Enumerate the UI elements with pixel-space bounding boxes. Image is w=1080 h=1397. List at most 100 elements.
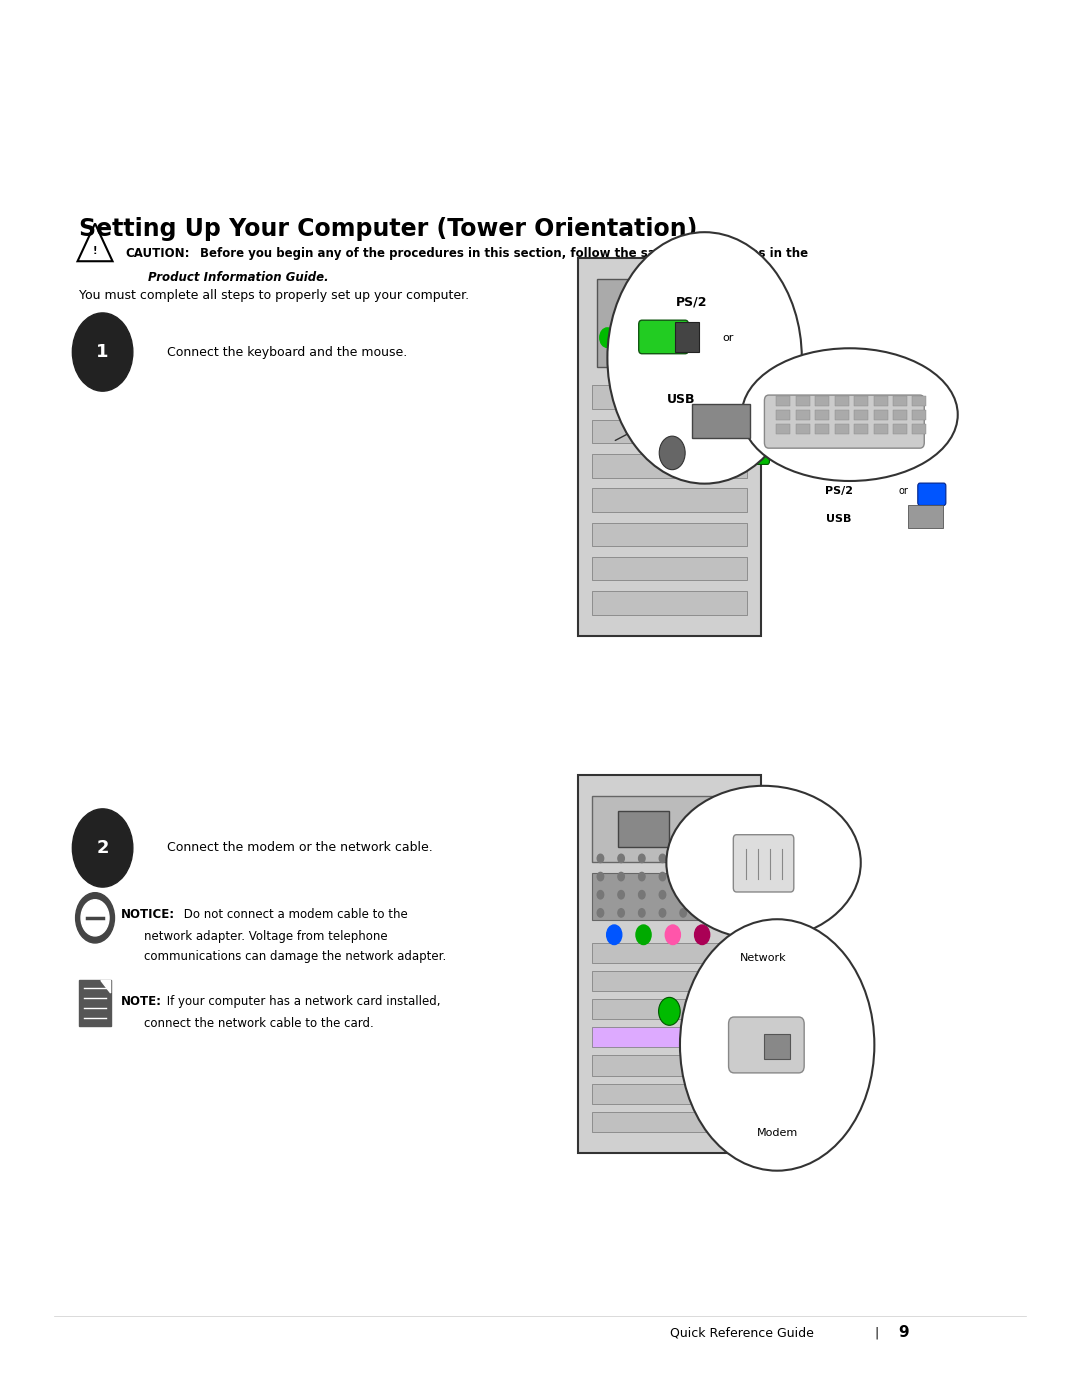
FancyBboxPatch shape	[777, 411, 791, 420]
Circle shape	[659, 872, 665, 880]
FancyBboxPatch shape	[874, 411, 888, 420]
Circle shape	[667, 328, 683, 348]
Circle shape	[597, 872, 604, 880]
Text: |: |	[875, 1326, 879, 1340]
Circle shape	[597, 854, 604, 862]
Text: 2: 2	[96, 840, 109, 856]
Circle shape	[721, 854, 728, 862]
FancyBboxPatch shape	[835, 397, 849, 407]
FancyBboxPatch shape	[815, 411, 829, 420]
Circle shape	[638, 908, 645, 916]
Text: or: or	[723, 334, 734, 344]
FancyBboxPatch shape	[765, 1034, 791, 1059]
Circle shape	[694, 925, 710, 944]
FancyBboxPatch shape	[592, 796, 747, 862]
FancyBboxPatch shape	[592, 873, 747, 921]
Text: 9: 9	[899, 1326, 909, 1340]
Circle shape	[721, 908, 728, 916]
Circle shape	[638, 872, 645, 880]
Text: NOTE:: NOTE:	[121, 995, 162, 1007]
FancyBboxPatch shape	[592, 488, 747, 511]
FancyBboxPatch shape	[854, 397, 868, 407]
FancyBboxPatch shape	[913, 411, 927, 420]
Ellipse shape	[742, 348, 958, 481]
Text: USB: USB	[666, 394, 696, 407]
FancyBboxPatch shape	[732, 888, 767, 911]
FancyBboxPatch shape	[918, 483, 946, 506]
Circle shape	[638, 854, 645, 862]
Circle shape	[72, 313, 133, 391]
Text: or: or	[899, 486, 908, 496]
Circle shape	[645, 328, 660, 348]
FancyBboxPatch shape	[592, 1084, 747, 1104]
Circle shape	[680, 908, 687, 916]
FancyBboxPatch shape	[592, 522, 747, 546]
Circle shape	[701, 890, 707, 898]
Circle shape	[659, 997, 680, 1025]
Circle shape	[618, 890, 624, 898]
FancyBboxPatch shape	[80, 981, 110, 1025]
Text: network adapter. Voltage from telephone: network adapter. Voltage from telephone	[144, 930, 388, 943]
Text: Setting Up Your Computer (Tower Orientation): Setting Up Your Computer (Tower Orientat…	[79, 217, 698, 240]
FancyBboxPatch shape	[796, 425, 810, 434]
Circle shape	[689, 328, 704, 348]
Text: USB: USB	[826, 514, 852, 524]
Circle shape	[659, 890, 665, 898]
FancyBboxPatch shape	[592, 943, 747, 963]
Text: communications can damage the network adapter.: communications can damage the network ad…	[144, 950, 446, 963]
Circle shape	[597, 890, 604, 898]
Circle shape	[607, 925, 622, 944]
Circle shape	[72, 809, 133, 887]
FancyBboxPatch shape	[592, 386, 747, 409]
FancyBboxPatch shape	[732, 418, 769, 443]
Circle shape	[701, 908, 707, 916]
FancyBboxPatch shape	[777, 425, 791, 434]
FancyBboxPatch shape	[592, 454, 747, 478]
FancyBboxPatch shape	[874, 397, 888, 407]
Circle shape	[701, 854, 707, 862]
Circle shape	[680, 919, 875, 1171]
FancyBboxPatch shape	[796, 397, 810, 407]
FancyBboxPatch shape	[592, 999, 747, 1020]
FancyBboxPatch shape	[854, 425, 868, 434]
Text: Quick Reference Guide: Quick Reference Guide	[670, 1326, 813, 1340]
Text: Connect the modem or the network cable.: Connect the modem or the network cable.	[167, 841, 433, 855]
FancyBboxPatch shape	[592, 557, 747, 581]
Circle shape	[622, 328, 637, 348]
Text: PS/2: PS/2	[825, 486, 853, 496]
FancyBboxPatch shape	[733, 835, 794, 893]
FancyBboxPatch shape	[578, 257, 761, 636]
FancyBboxPatch shape	[597, 279, 742, 367]
FancyBboxPatch shape	[729, 1017, 805, 1073]
FancyBboxPatch shape	[796, 411, 810, 420]
Text: If your computer has a network card installed,: If your computer has a network card inst…	[163, 995, 441, 1007]
Polygon shape	[100, 981, 110, 993]
FancyBboxPatch shape	[765, 395, 924, 448]
Circle shape	[659, 908, 665, 916]
FancyBboxPatch shape	[893, 425, 907, 434]
FancyBboxPatch shape	[835, 425, 849, 434]
FancyBboxPatch shape	[913, 425, 927, 434]
FancyBboxPatch shape	[592, 419, 747, 443]
FancyBboxPatch shape	[815, 425, 829, 434]
Text: Modem: Modem	[757, 1127, 798, 1139]
FancyBboxPatch shape	[893, 397, 907, 407]
Text: PS/2: PS/2	[676, 296, 707, 309]
Text: Product Information Guide.: Product Information Guide.	[148, 271, 328, 284]
FancyBboxPatch shape	[675, 321, 699, 352]
Circle shape	[665, 925, 680, 944]
Circle shape	[618, 854, 624, 862]
Circle shape	[618, 908, 624, 916]
FancyBboxPatch shape	[732, 439, 769, 464]
FancyBboxPatch shape	[592, 971, 747, 992]
Text: 1: 1	[96, 344, 109, 360]
Circle shape	[599, 328, 615, 348]
FancyBboxPatch shape	[913, 397, 927, 407]
FancyBboxPatch shape	[592, 1056, 747, 1076]
Circle shape	[659, 436, 685, 469]
Circle shape	[659, 854, 665, 862]
Text: Before you begin any of the procedures in this section, follow the safety instru: Before you begin any of the procedures i…	[200, 247, 808, 260]
FancyBboxPatch shape	[592, 591, 747, 615]
Circle shape	[638, 890, 645, 898]
FancyBboxPatch shape	[854, 411, 868, 420]
